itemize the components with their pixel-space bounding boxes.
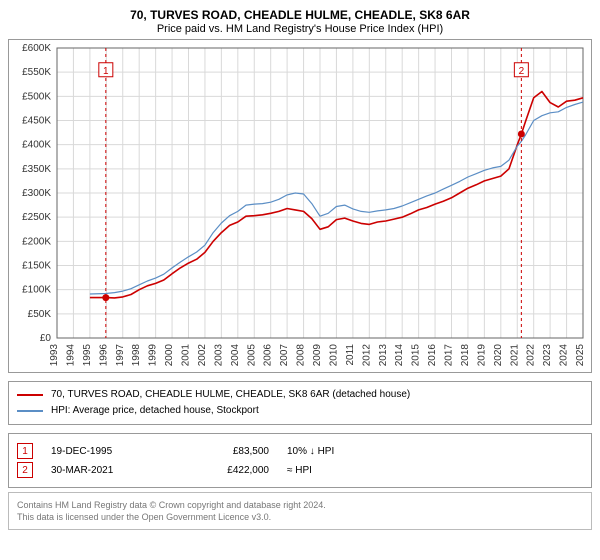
svg-text:£200K: £200K <box>22 236 51 247</box>
svg-text:£400K: £400K <box>22 140 51 151</box>
chart-container: £0 £50K £100K £150K £200K £250K £300K £350K £400… <box>8 39 592 373</box>
svg-text:£0: £0 <box>40 333 52 344</box>
svg-text:2: 2 <box>519 66 525 77</box>
legend-swatch <box>17 394 43 396</box>
svg-text:1996: 1996 <box>98 344 109 367</box>
legend-item: 70, TURVES ROAD, CHEADLE HULME, CHEADLE,… <box>17 388 583 402</box>
footer-line-1: Contains HM Land Registry data © Crown c… <box>17 499 583 511</box>
svg-text:2002: 2002 <box>197 344 208 367</box>
svg-text:2021: 2021 <box>509 344 520 367</box>
page-title: 70, TURVES ROAD, CHEADLE HULME, CHEADLE,… <box>8 8 592 22</box>
svg-text:£550K: £550K <box>22 67 51 78</box>
svg-text:2015: 2015 <box>411 344 422 367</box>
event-price: £422,000 <box>179 465 269 476</box>
event-row: 2 30-MAR-2021 £422,000 ≈ HPI <box>17 462 583 478</box>
svg-text:£600K: £600K <box>22 43 51 54</box>
svg-text:2019: 2019 <box>476 344 487 367</box>
svg-text:2018: 2018 <box>460 344 471 367</box>
svg-text:£500K: £500K <box>22 91 51 102</box>
footer-line-2: This data is licensed under the Open Gov… <box>17 511 583 523</box>
svg-text:2023: 2023 <box>542 344 553 367</box>
svg-text:1997: 1997 <box>115 344 126 367</box>
svg-text:2025: 2025 <box>575 344 586 367</box>
price-chart: £0 £50K £100K £150K £200K £250K £300K £350K £400… <box>9 40 591 372</box>
chart-svg: £0 £50K £100K £150K £200K £250K £300K £350K £400… <box>9 40 591 372</box>
report: 70, TURVES ROAD, CHEADLE HULME, CHEADLE,… <box>0 0 600 540</box>
event-row: 1 19-DEC-1995 £83,500 10% ↓ HPI <box>17 443 583 459</box>
svg-text:2001: 2001 <box>181 344 192 367</box>
svg-text:£100K: £100K <box>22 285 51 296</box>
svg-text:2014: 2014 <box>394 344 405 367</box>
svg-text:2007: 2007 <box>279 344 290 367</box>
svg-text:2008: 2008 <box>296 344 307 367</box>
svg-text:1998: 1998 <box>131 344 142 367</box>
svg-text:2006: 2006 <box>263 344 274 367</box>
page-subtitle: Price paid vs. HM Land Registry's House … <box>8 23 592 35</box>
svg-text:1999: 1999 <box>148 344 159 367</box>
events-table: 1 19-DEC-1995 £83,500 10% ↓ HPI 2 30-MAR-2021… <box>8 433 592 488</box>
svg-text:£50K: £50K <box>28 309 52 320</box>
event-date: 30-MAR-2021 <box>51 465 161 476</box>
svg-text:2024: 2024 <box>559 344 570 367</box>
legend-label: HPI: Average price, detached house, Stoc… <box>51 404 259 418</box>
svg-text:£350K: £350K <box>22 164 51 175</box>
legend-item: HPI: Average price, detached house, Stoc… <box>17 404 583 418</box>
svg-text:2012: 2012 <box>361 344 372 367</box>
event-relation: ≈ HPI <box>287 465 407 476</box>
header: 70, TURVES ROAD, CHEADLE HULME, CHEADLE,… <box>8 8 592 35</box>
svg-text:2017: 2017 <box>444 344 455 367</box>
svg-text:2009: 2009 <box>312 344 323 367</box>
svg-text:2004: 2004 <box>230 344 241 367</box>
svg-text:2013: 2013 <box>378 344 389 367</box>
svg-text:£450K: £450K <box>22 116 51 127</box>
svg-text:2000: 2000 <box>164 344 175 367</box>
svg-text:1995: 1995 <box>82 344 93 367</box>
event-relation: 10% ↓ HPI <box>287 446 407 457</box>
svg-text:2020: 2020 <box>493 344 504 367</box>
legend-swatch <box>17 410 43 412</box>
event-date: 19-DEC-1995 <box>51 446 161 457</box>
svg-text:2005: 2005 <box>246 344 257 367</box>
svg-text:1994: 1994 <box>65 344 76 367</box>
legend-label: 70, TURVES ROAD, CHEADLE HULME, CHEADLE,… <box>51 388 410 402</box>
svg-text:2010: 2010 <box>328 344 339 367</box>
event-price: £83,500 <box>179 446 269 457</box>
svg-text:1: 1 <box>103 66 109 77</box>
event-badge: 2 <box>17 462 33 478</box>
svg-text:£250K: £250K <box>22 212 51 223</box>
event-badge: 1 <box>17 443 33 459</box>
svg-text:2011: 2011 <box>345 344 356 366</box>
svg-text:1993: 1993 <box>49 344 60 367</box>
svg-text:2016: 2016 <box>427 344 438 367</box>
svg-text:£300K: £300K <box>22 188 51 199</box>
svg-text:2022: 2022 <box>526 344 537 367</box>
footer: Contains HM Land Registry data © Crown c… <box>8 492 592 530</box>
svg-text:£150K: £150K <box>22 261 51 272</box>
svg-text:2003: 2003 <box>213 344 224 367</box>
legend: 70, TURVES ROAD, CHEADLE HULME, CHEADLE,… <box>8 381 592 425</box>
